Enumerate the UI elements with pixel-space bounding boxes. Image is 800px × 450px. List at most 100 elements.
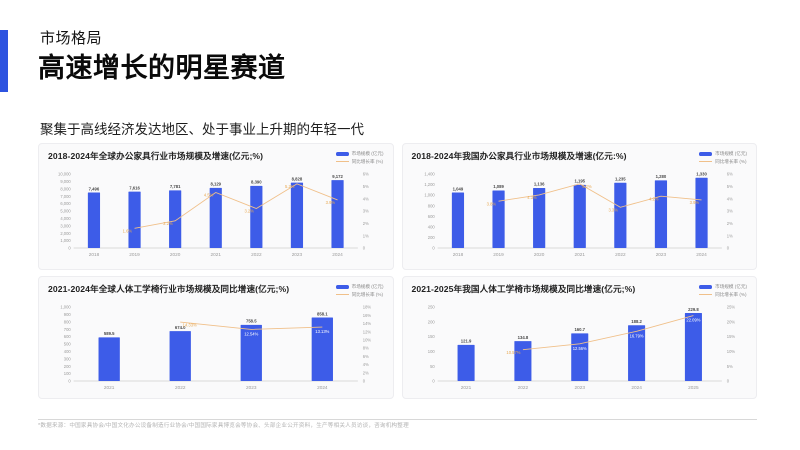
left-axis-tick: 150 [427,334,435,339]
line-legend-swatch-icon [699,160,713,163]
growth-line-label: 3.8% [486,201,496,206]
bar-value-label: 160.7 [574,327,585,332]
slide-subtitle: 聚集于高线经济发达地区、处于事业上升期的年轻一代 [40,122,364,137]
left-axis-tick: 100 [427,348,435,353]
right-axis-tick: 12% [363,329,372,334]
combo-chart-china-ergonomic-chair: 250 200 150 100 50 0 25% 20% 15% 10% 5% 0 121.9 2021 1… [427,304,735,390]
bar [684,312,702,381]
chart-card-china-office-furniture: 2018-2024年我国办公家具行业市场规模及增速(亿元:%) 市场规模 (亿元… [401,143,757,270]
right-axis-tick: 10% [363,337,372,342]
bar [250,185,263,248]
chart-card-global-ergonomic-chair: 2021-2024年全球人体工学椅行业市场规模及同比增速(亿元;%) 市场规模 … [38,276,394,399]
left-axis-tick: 200 [427,319,435,324]
left-axis-tick: 3,000 [60,223,71,228]
growth-line-label: 12.56% [572,345,586,350]
left-axis-tick: 2,000 [60,230,71,235]
x-axis-label: 2024 [631,384,642,390]
bar-value-label: 1,235 [615,176,626,181]
right-axis-tick: 2% [726,220,732,225]
bar [532,187,545,248]
x-axis-label: 2021 [574,251,585,257]
growth-line-label: 4.2% [649,196,659,201]
line-legend-swatch-icon [699,293,713,296]
bar-value-label: 7,616 [129,185,140,190]
right-axis-tick: 6% [363,171,369,176]
right-axis-tick: 4% [363,196,369,201]
growth-line-label: 4.3% [527,195,537,200]
legend-line-label: 同比增长率 (%) [715,291,747,297]
x-axis-label: 2019 [493,251,504,257]
growth-line-label: 4.5% [204,192,214,197]
bar [209,187,222,248]
left-axis-tick: 1,000 [424,192,435,197]
legend-line-label: 同比增长率 (%) [715,158,747,164]
x-axis-label: 2021 [104,384,115,390]
bar-value-label: 121.9 [460,338,471,343]
bar-value-label: 674.0 [175,324,186,329]
bar [451,192,464,248]
right-axis-tick: 0 [363,245,366,250]
left-axis-tick: 8,000 [60,186,71,191]
x-axis-label: 2023 [574,384,585,390]
growth-line [497,182,702,208]
bar-value-label: 1,280 [655,174,666,179]
left-axis-tick: 1,000 [60,238,71,243]
bar [457,344,475,381]
right-axis-tick: 6% [363,353,369,358]
right-axis-tick: 25% [726,304,735,309]
bar [311,317,333,381]
legend-item-line: 同比增长率 (%) [335,291,384,298]
growth-line-label: 5.2% [582,184,592,189]
x-axis-label: 2024 [332,251,343,257]
bar-value-label: 9,172 [332,173,343,178]
left-axis-tick: 4,000 [60,215,71,220]
legend-bar-label: 市场规模 (亿元) [715,284,747,289]
x-axis-label: 2022 [615,251,626,257]
growth-line-label: 5.2% [285,184,295,189]
bar [573,184,586,248]
left-axis-tick: 0 [432,378,435,383]
left-axis-tick: 5,000 [60,208,71,213]
right-axis-tick: 1% [363,233,369,238]
bar-value-label: 858.1 [317,311,328,316]
bar [570,332,588,381]
x-axis-label: 2019 [129,251,140,257]
right-axis-tick: 5% [726,183,732,188]
bar-value-label: 1,195 [574,178,585,183]
x-axis-label: 2021 [210,251,221,257]
right-axis-tick: 3% [363,208,369,213]
left-axis-tick: 0 [68,378,71,383]
legend-item-line: 同比增长率 (%) [699,292,747,298]
right-axis-tick: 15% [726,334,735,339]
bar [694,177,708,248]
left-axis-tick: 0 [68,245,71,250]
right-axis-tick: 3% [726,208,732,213]
legend-bar-label: 市场规模 (亿元) [351,151,384,156]
bar-value-label: 188.2 [631,319,642,324]
legend-line-label: 同比增长率 (%) [351,291,383,297]
right-axis-tick: 0 [726,378,729,383]
bar [169,330,191,381]
right-axis-tick: 16% [363,312,372,317]
x-axis-label: 2025 [688,384,699,390]
x-axis-label: 2024 [317,384,328,390]
right-axis-tick: 0 [726,245,729,250]
accent-bar [0,30,8,92]
left-axis-tick: 200 [64,363,72,368]
bar-value-label: 229.8 [688,306,699,311]
left-axis-tick: 400 [427,224,435,229]
right-axis-tick: 5% [363,183,369,188]
left-axis-tick: 9,000 [60,178,71,183]
growth-line-label: 3.2% [244,208,254,213]
left-axis-tick: 600 [427,213,435,218]
x-axis-label: 2018 [452,251,463,257]
growth-line-label: 10.57% [506,349,520,354]
bar-legend-swatch-icon [335,152,349,156]
bar-legend-swatch-icon [699,152,713,156]
right-axis-tick: 0 [363,378,366,383]
right-axis-tick: 14% [363,321,372,326]
page-title: 高速增长的明星赛道 [38,53,286,83]
left-axis-tick: 700 [64,326,72,331]
legend-bar-label: 市场规模 (亿元) [351,284,384,289]
x-axis-label: 2020 [533,251,544,257]
